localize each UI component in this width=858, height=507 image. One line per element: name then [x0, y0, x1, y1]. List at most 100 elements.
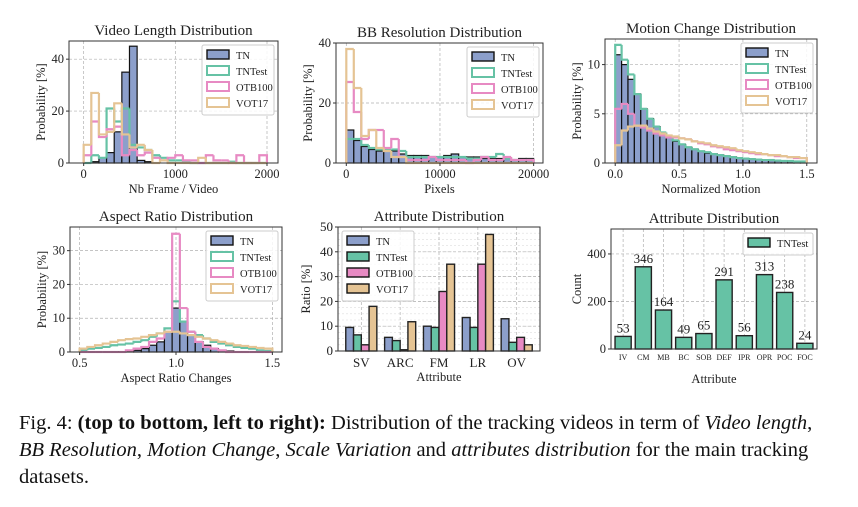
histogram-step-tntest [147, 335, 157, 341]
legend: TN TNTest OTB100 VOT17 [740, 42, 814, 114]
chart-1: 0 20 40 0 10000 20000 BB Resolution Distributi… [301, 25, 549, 196]
histogram-step-tntest [113, 108, 122, 123]
y-tick-label: 30 [53, 244, 66, 258]
legend-label: OTB100 [501, 85, 538, 96]
legend-label: TN [240, 237, 254, 248]
histogram-step-tntest [620, 44, 628, 61]
x-tick-label: IPR [738, 353, 751, 362]
y-tick-label: 20 [319, 96, 332, 110]
legend-label: OTB100 [240, 269, 277, 280]
histogram-step-vot17 [390, 151, 399, 159]
histogram-step-tntest [240, 346, 250, 350]
legend-swatch-tn [346, 235, 370, 246]
histogram-step-vot17 [128, 134, 138, 149]
histogram-step-vot17 [86, 345, 96, 349]
histogram-bar-tn [360, 145, 370, 164]
histogram-step-vot17 [754, 152, 763, 155]
y-axis-label: Probability [%] [35, 251, 49, 328]
x-tick-label: 1.5 [265, 356, 281, 370]
histogram-step-vot17 [646, 125, 654, 130]
y-tick-label: 20 [52, 104, 65, 118]
caption-italic: Scale Variation [285, 439, 412, 461]
caption-text: , [807, 412, 813, 434]
bar-tntest [775, 291, 794, 350]
histogram-bar-tn [113, 131, 123, 164]
histogram-step-vot17 [760, 153, 769, 156]
data-label: 53 [617, 320, 630, 335]
histogram-bar-tn [121, 71, 131, 164]
histogram-step-vot17 [147, 334, 157, 337]
x-tick-label: FOC [797, 353, 813, 362]
histogram-step-otb100 [178, 233, 188, 310]
histogram-step-otb100 [174, 154, 183, 158]
caption-bold: (top to bottom, left to right): [77, 412, 326, 434]
data-label: 65 [697, 318, 710, 333]
y-tick-label: 400 [587, 247, 606, 261]
histogram-step-otb100 [155, 337, 165, 342]
x-axis-label: Pixels [424, 182, 455, 196]
histogram-step-vot17 [799, 156, 808, 163]
legend-swatch-vot17 [346, 283, 370, 294]
histogram-step-tntest [360, 139, 369, 147]
caption-italic: BB Resolution [19, 439, 137, 461]
histogram-step-tntest [716, 154, 724, 157]
y-axis-label: Count [570, 273, 584, 304]
bar-vot17 [368, 305, 378, 352]
histogram-step-vot17 [709, 143, 718, 147]
bar-otb100 [438, 290, 448, 352]
histogram-step-otb100 [124, 349, 134, 352]
legend-label: TN [236, 51, 250, 62]
histogram-step-tntest [367, 145, 377, 150]
legend-swatch-vot17 [206, 97, 230, 108]
histogram-step-vot17 [614, 144, 622, 163]
x-axis-label: Attribute [416, 370, 462, 384]
bar-tntest [695, 332, 713, 350]
y-axis-label: Ratio [%] [299, 265, 313, 314]
histogram-step-vot17 [697, 141, 705, 144]
legend-swatch-tntest [206, 65, 230, 76]
histogram-step-vot17 [82, 143, 92, 163]
x-tick-label: 0.5 [72, 356, 88, 370]
histogram-step-otb100 [427, 155, 437, 160]
histogram-bar-tn [368, 148, 377, 164]
histogram-step-tntest [652, 118, 660, 128]
bar-otb100 [477, 263, 487, 352]
histogram-bar-tn [450, 153, 460, 164]
x-tick-label: FM [430, 355, 449, 370]
legend: TN TNTest OTB100 VOT17 [205, 230, 279, 302]
chart-title: Motion Change Distribution [626, 21, 796, 37]
legend-swatch-tntest [346, 251, 370, 262]
x-tick-label: CM [637, 353, 649, 362]
legend-swatch-vot17 [471, 99, 495, 110]
histogram-step-otb100 [166, 156, 176, 161]
bar-tn [461, 316, 471, 352]
histogram-step-otb100 [181, 155, 191, 162]
x-tick-label: 1.5 [799, 167, 815, 181]
histogram-step-vot17 [263, 347, 274, 352]
bar-tntest [469, 326, 479, 352]
histogram-step-otb100 [510, 157, 519, 162]
legend-swatch-otb100 [210, 267, 234, 278]
histogram-step-vot17 [204, 157, 214, 165]
data-label: 238 [775, 276, 795, 291]
y-axis-label: Probability [%] [301, 64, 315, 141]
histogram-step-otb100 [201, 341, 211, 349]
y-tick-label: 30 [320, 269, 333, 284]
histogram-step-vot17 [217, 340, 227, 343]
legend-swatch-tntest [471, 67, 495, 78]
histogram-step-tntest [105, 107, 115, 158]
histogram-step-vot17 [684, 138, 692, 141]
histogram-step-tntest [405, 151, 414, 159]
y-tick-label: 20 [53, 277, 66, 291]
histogram-step-otb100 [390, 137, 399, 148]
data-label: 291 [714, 264, 734, 279]
legend-swatch-tntest [210, 251, 234, 262]
legend-swatch-vot17 [210, 283, 234, 294]
histogram-step-vot17 [671, 135, 680, 138]
histogram-step-otb100 [435, 157, 444, 162]
histogram-step-vot17 [136, 143, 145, 148]
bar-tn [422, 325, 432, 352]
x-tick-label: 0 [343, 167, 349, 181]
y-tick-label: 10 [53, 311, 66, 325]
